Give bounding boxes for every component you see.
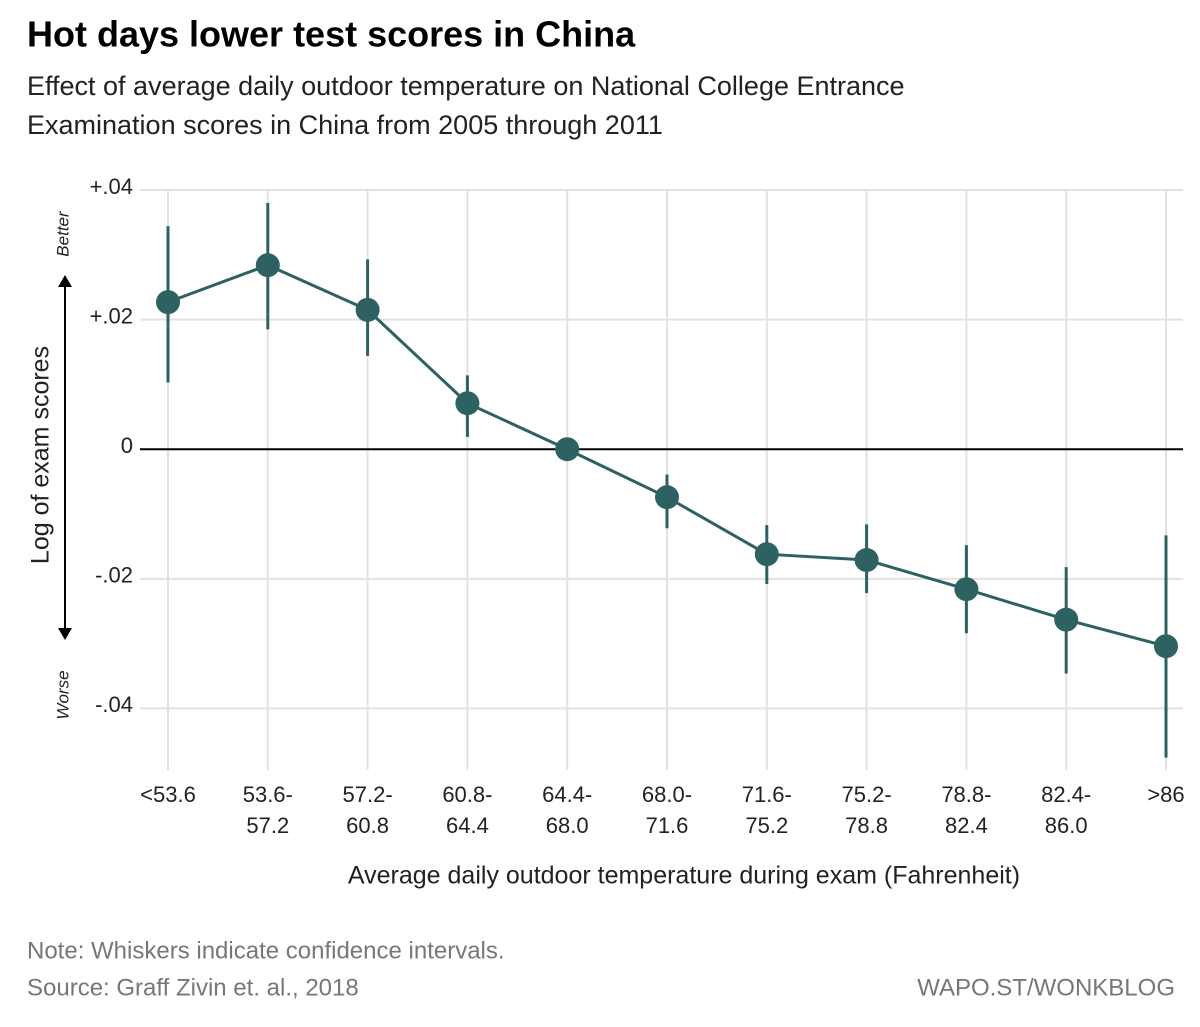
chart-subtitle: Effect of average daily outdoor temperat… [27, 71, 905, 101]
x-tick-label: 75.2 [745, 813, 788, 838]
x-tick-label: 78.8- [941, 782, 991, 807]
x-tick-label: 57.2 [246, 813, 289, 838]
x-tick-label: 71.6 [646, 813, 689, 838]
x-tick-label: 64.4- [542, 782, 592, 807]
point [1054, 607, 1079, 632]
x-tick-label: 78.8 [845, 813, 888, 838]
y-tick-label: -.04 [95, 692, 133, 717]
x-tick-label: 60.8- [442, 782, 492, 807]
x-tick-label: 75.2- [842, 782, 892, 807]
direction-arrow [58, 275, 72, 640]
x-tick-label: 68.0 [546, 813, 589, 838]
x-tick-label: 53.6- [243, 782, 293, 807]
x-tick-label: 82.4- [1041, 782, 1091, 807]
point [655, 485, 679, 510]
x-tick-label: 60.8 [346, 813, 389, 838]
y-tick-label: +.04 [90, 174, 133, 199]
point [355, 297, 380, 322]
x-axis-label: Average daily outdoor temperature during… [348, 862, 1020, 890]
point [255, 253, 280, 278]
chart-title: Hot days lower test scores in China [27, 14, 636, 55]
source: Source: Graff Zivin et. al., 2018 [27, 974, 359, 1001]
x-tick-label: 86.0 [1045, 813, 1088, 838]
y-axis-label: Log of exam scores [27, 346, 55, 564]
point [156, 290, 180, 315]
point [1154, 634, 1178, 659]
better-label: Better [53, 210, 72, 257]
x-tick-label: 82.4 [945, 813, 988, 838]
chart-subtitle: Examination scores in China from 2005 th… [27, 110, 663, 140]
point [455, 391, 480, 416]
x-tick-label: 57.2- [343, 782, 393, 807]
y-tick-label: 0 [121, 433, 133, 458]
y-tick-label: +.02 [90, 303, 133, 328]
x-tick-label: 71.6- [742, 782, 792, 807]
x-tick-label: <53.6 [140, 782, 196, 807]
y-tick-label: -.02 [95, 563, 133, 588]
x-tick-label: 64.4 [446, 813, 489, 838]
point [854, 548, 879, 573]
credit: WAPO.ST/WONKBLOG [917, 974, 1175, 1001]
worse-label: Worse [53, 670, 72, 719]
point [754, 542, 779, 567]
point [954, 577, 979, 602]
note: Note: Whiskers indicate confidence inter… [27, 937, 505, 964]
x-tick-label: 68.0- [642, 782, 692, 807]
x-tick-label: >86 [1147, 782, 1184, 807]
point [555, 437, 580, 462]
